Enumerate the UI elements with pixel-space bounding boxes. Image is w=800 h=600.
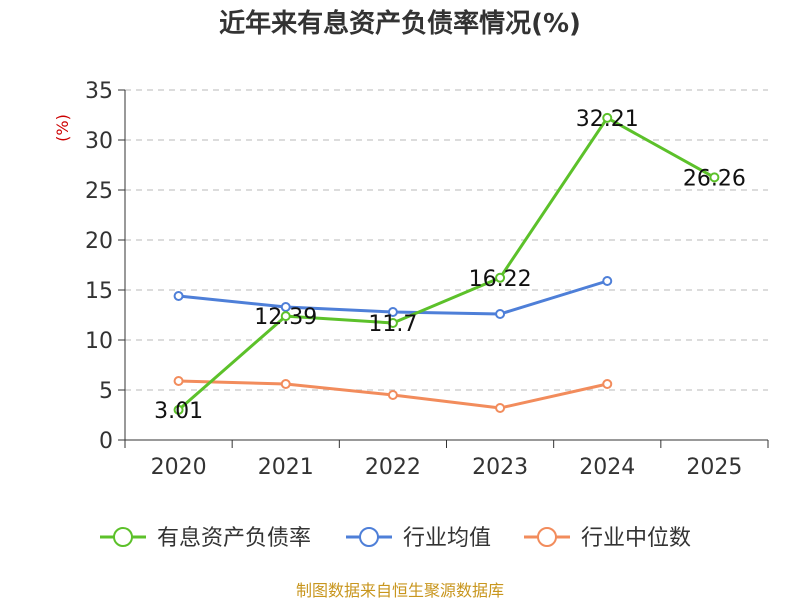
legend-swatch-marker xyxy=(537,527,557,547)
y-axis-unit-label: (%) xyxy=(53,114,72,142)
y-tick-label: 15 xyxy=(85,279,113,304)
data-label: 12.39 xyxy=(254,305,317,330)
x-tick-label: 2023 xyxy=(472,455,528,480)
data-point xyxy=(387,390,398,400)
y-tick-label: 5 xyxy=(99,379,113,404)
data-label: 3.01 xyxy=(154,399,203,424)
data-point xyxy=(495,403,506,413)
data-point xyxy=(280,302,291,312)
data-point xyxy=(280,311,291,322)
data-point xyxy=(495,272,506,283)
legend-label: 有息资产负债率 xyxy=(157,526,311,551)
data-point xyxy=(602,276,613,286)
data-point xyxy=(495,309,506,319)
data-label: 16.22 xyxy=(469,267,532,292)
data-point xyxy=(602,379,613,389)
x-tick-label: 2024 xyxy=(579,455,635,480)
x-tick-label: 2022 xyxy=(365,455,421,480)
data-label: 26.26 xyxy=(683,166,746,191)
legend: 有息资产负债率 行业均值 行业中位数 xyxy=(100,526,691,551)
data-point xyxy=(387,307,398,317)
data-labels: 3.01 12.39 11.7 16.22 32.21 26.26 xyxy=(154,107,746,424)
x-tick-label: 2021 xyxy=(258,455,314,480)
x-tick-label: 2020 xyxy=(151,455,207,480)
y-tick-label: 0 xyxy=(99,429,113,454)
y-tick-label: 30 xyxy=(85,129,113,154)
legend-label: 行业中位数 xyxy=(581,526,691,551)
series-layer xyxy=(173,112,720,415)
y-tick-label: 20 xyxy=(85,229,113,254)
series-line-0 xyxy=(177,116,716,412)
y-tick-label: 25 xyxy=(85,179,113,204)
chart-title: 近年来有息资产负债率情况(%) xyxy=(219,8,581,39)
data-point xyxy=(173,376,184,386)
legend-swatch-marker xyxy=(359,527,379,547)
data-point xyxy=(280,379,291,389)
data-label: 32.21 xyxy=(576,107,639,132)
x-tick-label: 2025 xyxy=(686,455,742,480)
data-point xyxy=(387,318,398,328)
legend-label: 行业均值 xyxy=(403,526,491,551)
y-tick-label: 10 xyxy=(85,329,113,354)
legend-swatch-marker xyxy=(113,527,133,547)
gridlines xyxy=(125,89,768,391)
data-point xyxy=(709,172,720,183)
data-point xyxy=(602,112,613,123)
data-point xyxy=(173,404,184,415)
source-note: 制图数据来自恒生聚源数据库 xyxy=(296,581,504,600)
data-label: 11.7 xyxy=(368,312,417,337)
data-point xyxy=(173,291,184,301)
y-tick-label: 35 xyxy=(85,79,113,104)
